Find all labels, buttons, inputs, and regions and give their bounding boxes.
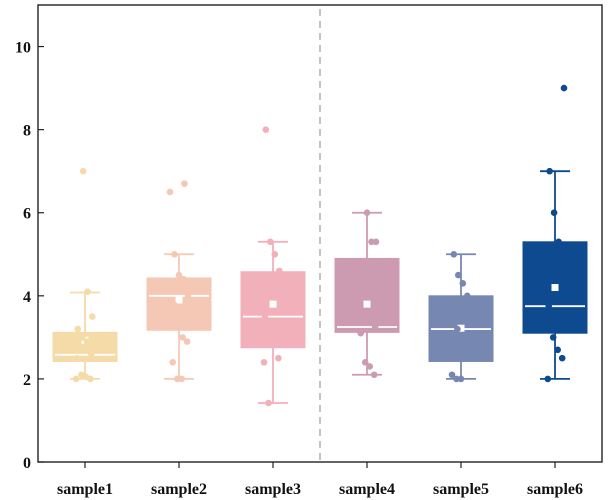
y-tick-label: 6 [23, 206, 31, 223]
data-point [270, 338, 278, 345]
data-point [265, 399, 272, 407]
x-tick-label: sample1 [57, 481, 113, 498]
data-point [555, 238, 562, 246]
data-point [84, 288, 91, 295]
data-point [459, 280, 467, 287]
data-point [449, 313, 457, 320]
axis-layer: 0 2 4 6 8 10 sample1 sample2 sample3 sample4 sampl… [15, 40, 583, 498]
data-point [88, 350, 95, 358]
data-point [454, 325, 461, 333]
data-point [73, 354, 81, 362]
y-tick-label: 0 [23, 455, 31, 472]
box-group-sample3 [240, 126, 306, 407]
data-point [88, 313, 96, 320]
data-point [260, 358, 268, 366]
data-point [455, 271, 462, 279]
data-point [275, 354, 282, 362]
data-point [78, 371, 85, 379]
x-tick-label: sample5 [433, 481, 489, 498]
x-tick-label: sample4 [339, 481, 395, 498]
data-point [174, 321, 182, 329]
data-point [453, 375, 460, 383]
data-point [171, 250, 178, 258]
mean-marker [551, 284, 559, 292]
data-point [181, 180, 188, 187]
data-point [464, 292, 471, 300]
box-group-sample4 [334, 209, 400, 379]
y-tick-label: 8 [23, 123, 31, 140]
data-point [79, 334, 86, 341]
x-tick-label: sample2 [151, 481, 207, 498]
data-point [545, 302, 552, 310]
data-point [166, 188, 174, 196]
box-group-sample1 [52, 167, 118, 383]
data-point [357, 329, 365, 337]
data-point [560, 84, 568, 92]
data-point [559, 284, 567, 291]
mean-marker [175, 296, 183, 304]
data-point [370, 371, 378, 379]
data-point [362, 292, 370, 300]
data-point [173, 375, 181, 383]
data-point [358, 259, 365, 266]
plot-frame [37, 4, 603, 463]
y-tick-label: 10 [15, 40, 31, 57]
mean-marker [269, 300, 277, 308]
data-point [368, 238, 375, 246]
y-tick-label: 4 [23, 289, 31, 306]
data-point [175, 271, 183, 279]
plot-border [37, 4, 603, 463]
data-point [180, 275, 187, 283]
data-point [266, 321, 273, 329]
data-point [183, 338, 191, 345]
data-point [261, 313, 269, 320]
data-point [267, 238, 274, 246]
data-point [366, 363, 374, 370]
data-point [83, 338, 91, 345]
data-point [550, 209, 558, 217]
mean-marker [363, 300, 371, 308]
data-point [367, 313, 374, 320]
x-tick-label: sample3 [245, 481, 301, 498]
data-point [361, 358, 369, 366]
data-point [450, 250, 458, 258]
data-point [558, 354, 566, 362]
box-iqr [146, 277, 212, 331]
data-point [544, 375, 552, 383]
data-point [79, 167, 87, 175]
data-point [546, 167, 553, 175]
data-point [276, 267, 283, 275]
data-point [463, 354, 470, 362]
box-iqr [240, 271, 306, 349]
data-point [363, 209, 371, 217]
data-point [72, 375, 80, 383]
box-group-sample5 [428, 250, 494, 383]
data-point [448, 371, 456, 379]
mean-marker [457, 324, 465, 332]
data-point [554, 346, 561, 354]
data-point [262, 126, 270, 133]
y-tick-label: 2 [23, 372, 31, 389]
data-point [184, 292, 192, 300]
data-point [169, 358, 176, 366]
data-point [549, 334, 557, 341]
box-group-sample6 [522, 84, 588, 383]
box-layer [52, 84, 588, 407]
data-point [458, 334, 466, 341]
data-point [170, 300, 177, 308]
data-point [271, 250, 279, 258]
box-group-sample2 [146, 180, 212, 383]
x-tick-label: sample6 [527, 481, 583, 498]
data-point [371, 323, 379, 331]
data-point [179, 334, 186, 341]
data-point [74, 325, 82, 333]
